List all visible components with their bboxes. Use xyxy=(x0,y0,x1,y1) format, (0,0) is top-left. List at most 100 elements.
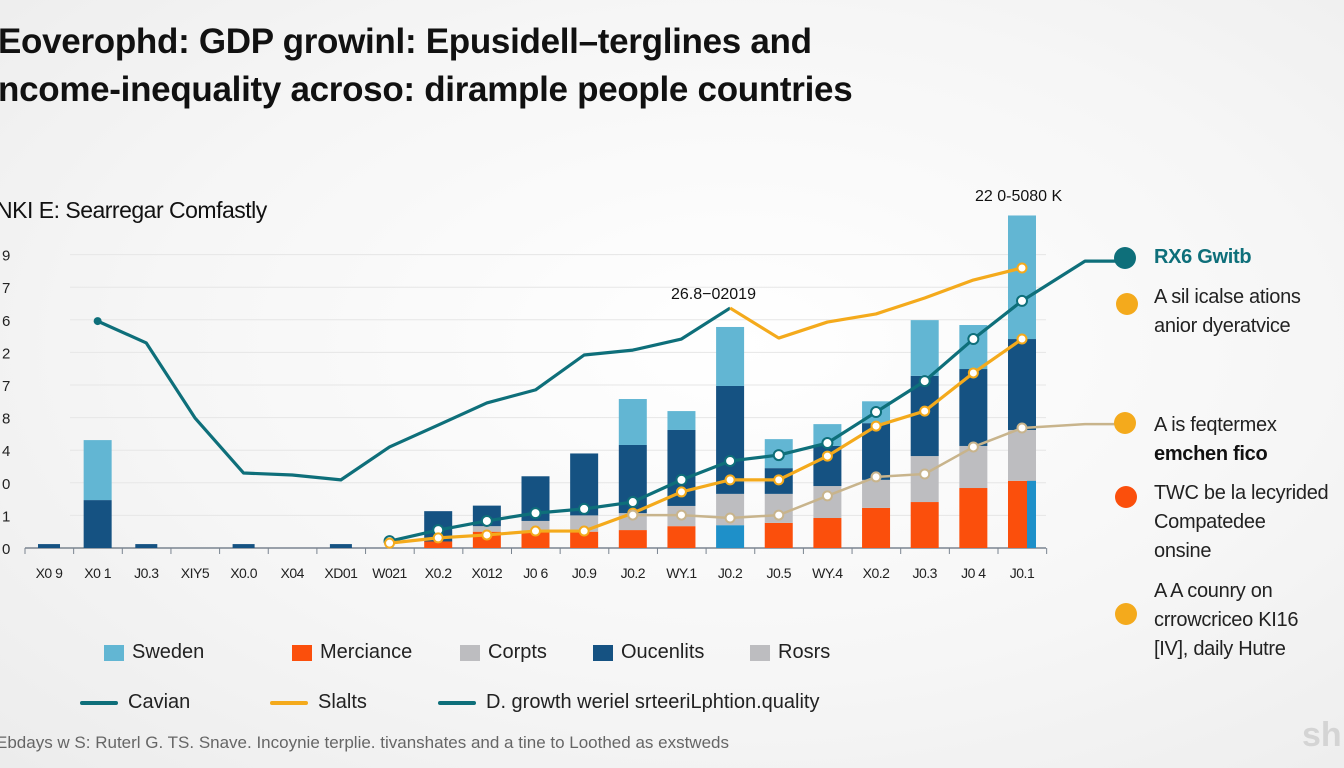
line-marker xyxy=(675,509,687,521)
x-tick-label: X0 9 xyxy=(36,565,64,581)
line-marker xyxy=(773,509,785,521)
legend-item-slalts[interactable]: Slalts xyxy=(270,691,367,714)
x-tick-label: J0.2 xyxy=(718,565,743,581)
x-tick-label: J0 6 xyxy=(523,565,548,581)
bar-segment-sweden xyxy=(716,326,745,386)
line-marker xyxy=(870,471,882,483)
y-tick-label: 2 xyxy=(2,345,10,362)
bar-segment-merciance xyxy=(667,526,696,548)
note-dot-orange-icon xyxy=(1115,603,1137,625)
side-note-4-line-1: TWC be la lecyrided xyxy=(1154,482,1329,504)
y-tick-label: 6 xyxy=(2,313,10,330)
bar-segment-merciance xyxy=(424,541,453,548)
legend-swatch-icon xyxy=(593,644,613,661)
bar-segment-corpts xyxy=(472,526,501,532)
bar-segment-oucenlits xyxy=(83,500,112,548)
legend-label: Corpts xyxy=(488,641,547,663)
line-marker xyxy=(530,525,541,537)
line-marker xyxy=(481,529,493,541)
legend-item-merciance[interactable]: Merciance xyxy=(292,641,412,664)
bar-segment-corpts xyxy=(1008,429,1036,481)
line-marker xyxy=(919,468,931,480)
note-dot-orange-icon xyxy=(1116,293,1138,315)
bar-segment-merciance xyxy=(521,531,550,548)
y-tick-label: 0 xyxy=(2,541,10,558)
legend-label: Cavian xyxy=(128,691,191,713)
legend-label: Rosrs xyxy=(778,641,831,663)
legend-line-icon xyxy=(270,700,308,705)
line-marker xyxy=(821,450,833,462)
legend-label: Sweden xyxy=(132,641,205,663)
note-dot-teal-icon xyxy=(1114,247,1136,269)
line-marker xyxy=(675,486,687,498)
line-marker xyxy=(967,367,979,379)
side-note-4-line-2: Compatedee xyxy=(1154,511,1266,533)
line-marker xyxy=(1016,294,1028,307)
chart-title-line-2: ncome-inequality acroso: dirample people… xyxy=(0,70,853,109)
side-note-3-line-1: A is feqtermex xyxy=(1154,414,1277,436)
x-tick-label: J0 4 xyxy=(961,565,986,581)
side-note-2-line-2: anior dyeratvice xyxy=(1154,315,1291,337)
side-note-4: TWC be la lecyrided Compatedee onsine xyxy=(1154,479,1329,566)
line-series-0 xyxy=(96,306,731,482)
legend-item-rosrs[interactable]: Rosrs xyxy=(750,641,830,664)
x-tick-label: X04 xyxy=(281,565,305,581)
bar-segment-oucenlits xyxy=(38,544,60,548)
side-note-1: RX6 Gwitb xyxy=(1154,246,1252,268)
legend-item-oucenlits[interactable]: Oucenlits xyxy=(593,641,704,664)
legend-item-growth[interactable]: D. growth weriel srteeriLphtion.quality xyxy=(438,691,820,714)
line-marker xyxy=(1016,262,1028,274)
line-marker xyxy=(724,474,736,486)
x-tick-label: X0.2 xyxy=(863,565,891,581)
line-marker xyxy=(529,507,542,520)
line-marker xyxy=(870,406,883,419)
annotation-max: 22 0-5080 K xyxy=(975,188,1063,205)
legend-item-cavian[interactable]: Cavian xyxy=(80,691,190,714)
line-marker xyxy=(724,454,737,467)
bar-segment-oucenlits xyxy=(329,544,352,548)
x-tick-label: WY.1 xyxy=(666,565,697,581)
x-tick-label: J0.5 xyxy=(767,565,792,581)
line-series-1 xyxy=(729,266,1023,340)
bar-segment-oucenlits xyxy=(232,544,255,548)
line-marker xyxy=(432,532,444,544)
bar-segment-sweden xyxy=(813,424,842,446)
line-marker xyxy=(870,420,882,432)
legend-item-corpts[interactable]: Corpts xyxy=(460,641,547,664)
legend-item-sweden[interactable]: Sweden xyxy=(104,641,204,664)
line-marker xyxy=(724,512,736,524)
y-tick-label: 9 xyxy=(2,248,10,265)
line-marker xyxy=(578,525,590,537)
bar-segment-merciance xyxy=(716,525,745,548)
y-tick-label: 0 xyxy=(2,476,10,493)
side-note-5-line-3: [IV], daily Hutre xyxy=(1154,638,1286,660)
watermark-logo: sh xyxy=(1302,716,1342,754)
chart-title-line-1: Eoverophd: GDP growinl: Epusidell–tergli… xyxy=(0,22,812,61)
x-tick-label: W021 xyxy=(372,565,407,581)
chart-subtitle: NKI E: Searregar Comfastly xyxy=(0,197,267,223)
bar-segment-merciance xyxy=(959,488,988,548)
note-dot-red-icon xyxy=(1115,486,1137,508)
legend-label: Merciance xyxy=(320,641,413,663)
line-marker xyxy=(384,537,396,549)
bar-segment-merciance xyxy=(813,518,842,548)
line-marker xyxy=(675,473,688,486)
line-marker xyxy=(919,405,931,417)
line-marker xyxy=(821,490,833,502)
legend-label: Slalts xyxy=(318,691,367,713)
line-series-3 xyxy=(389,337,1023,545)
bar-segment-sweden xyxy=(667,411,696,430)
footer-note: Ebdays w S: Ruterl G. TS. Snave. Incoyni… xyxy=(0,733,729,752)
x-tick-label: J0.2 xyxy=(621,565,646,581)
side-note-3: A is feqtermex emchen fico xyxy=(1154,411,1277,469)
bar-segment-merciance xyxy=(764,522,793,548)
legend-label: D. growth weriel srteeriLphtion.quality xyxy=(486,691,820,713)
x-tick-label: J0.9 xyxy=(572,565,597,581)
side-note-5-line-1: A A counry on xyxy=(1154,580,1273,602)
bar-segment-merciance xyxy=(570,531,599,548)
legend-line-icon xyxy=(438,700,476,705)
y-tick-label: 7 xyxy=(2,280,10,297)
bar-segment-oucenlits xyxy=(135,544,158,548)
line-marker xyxy=(967,333,980,346)
